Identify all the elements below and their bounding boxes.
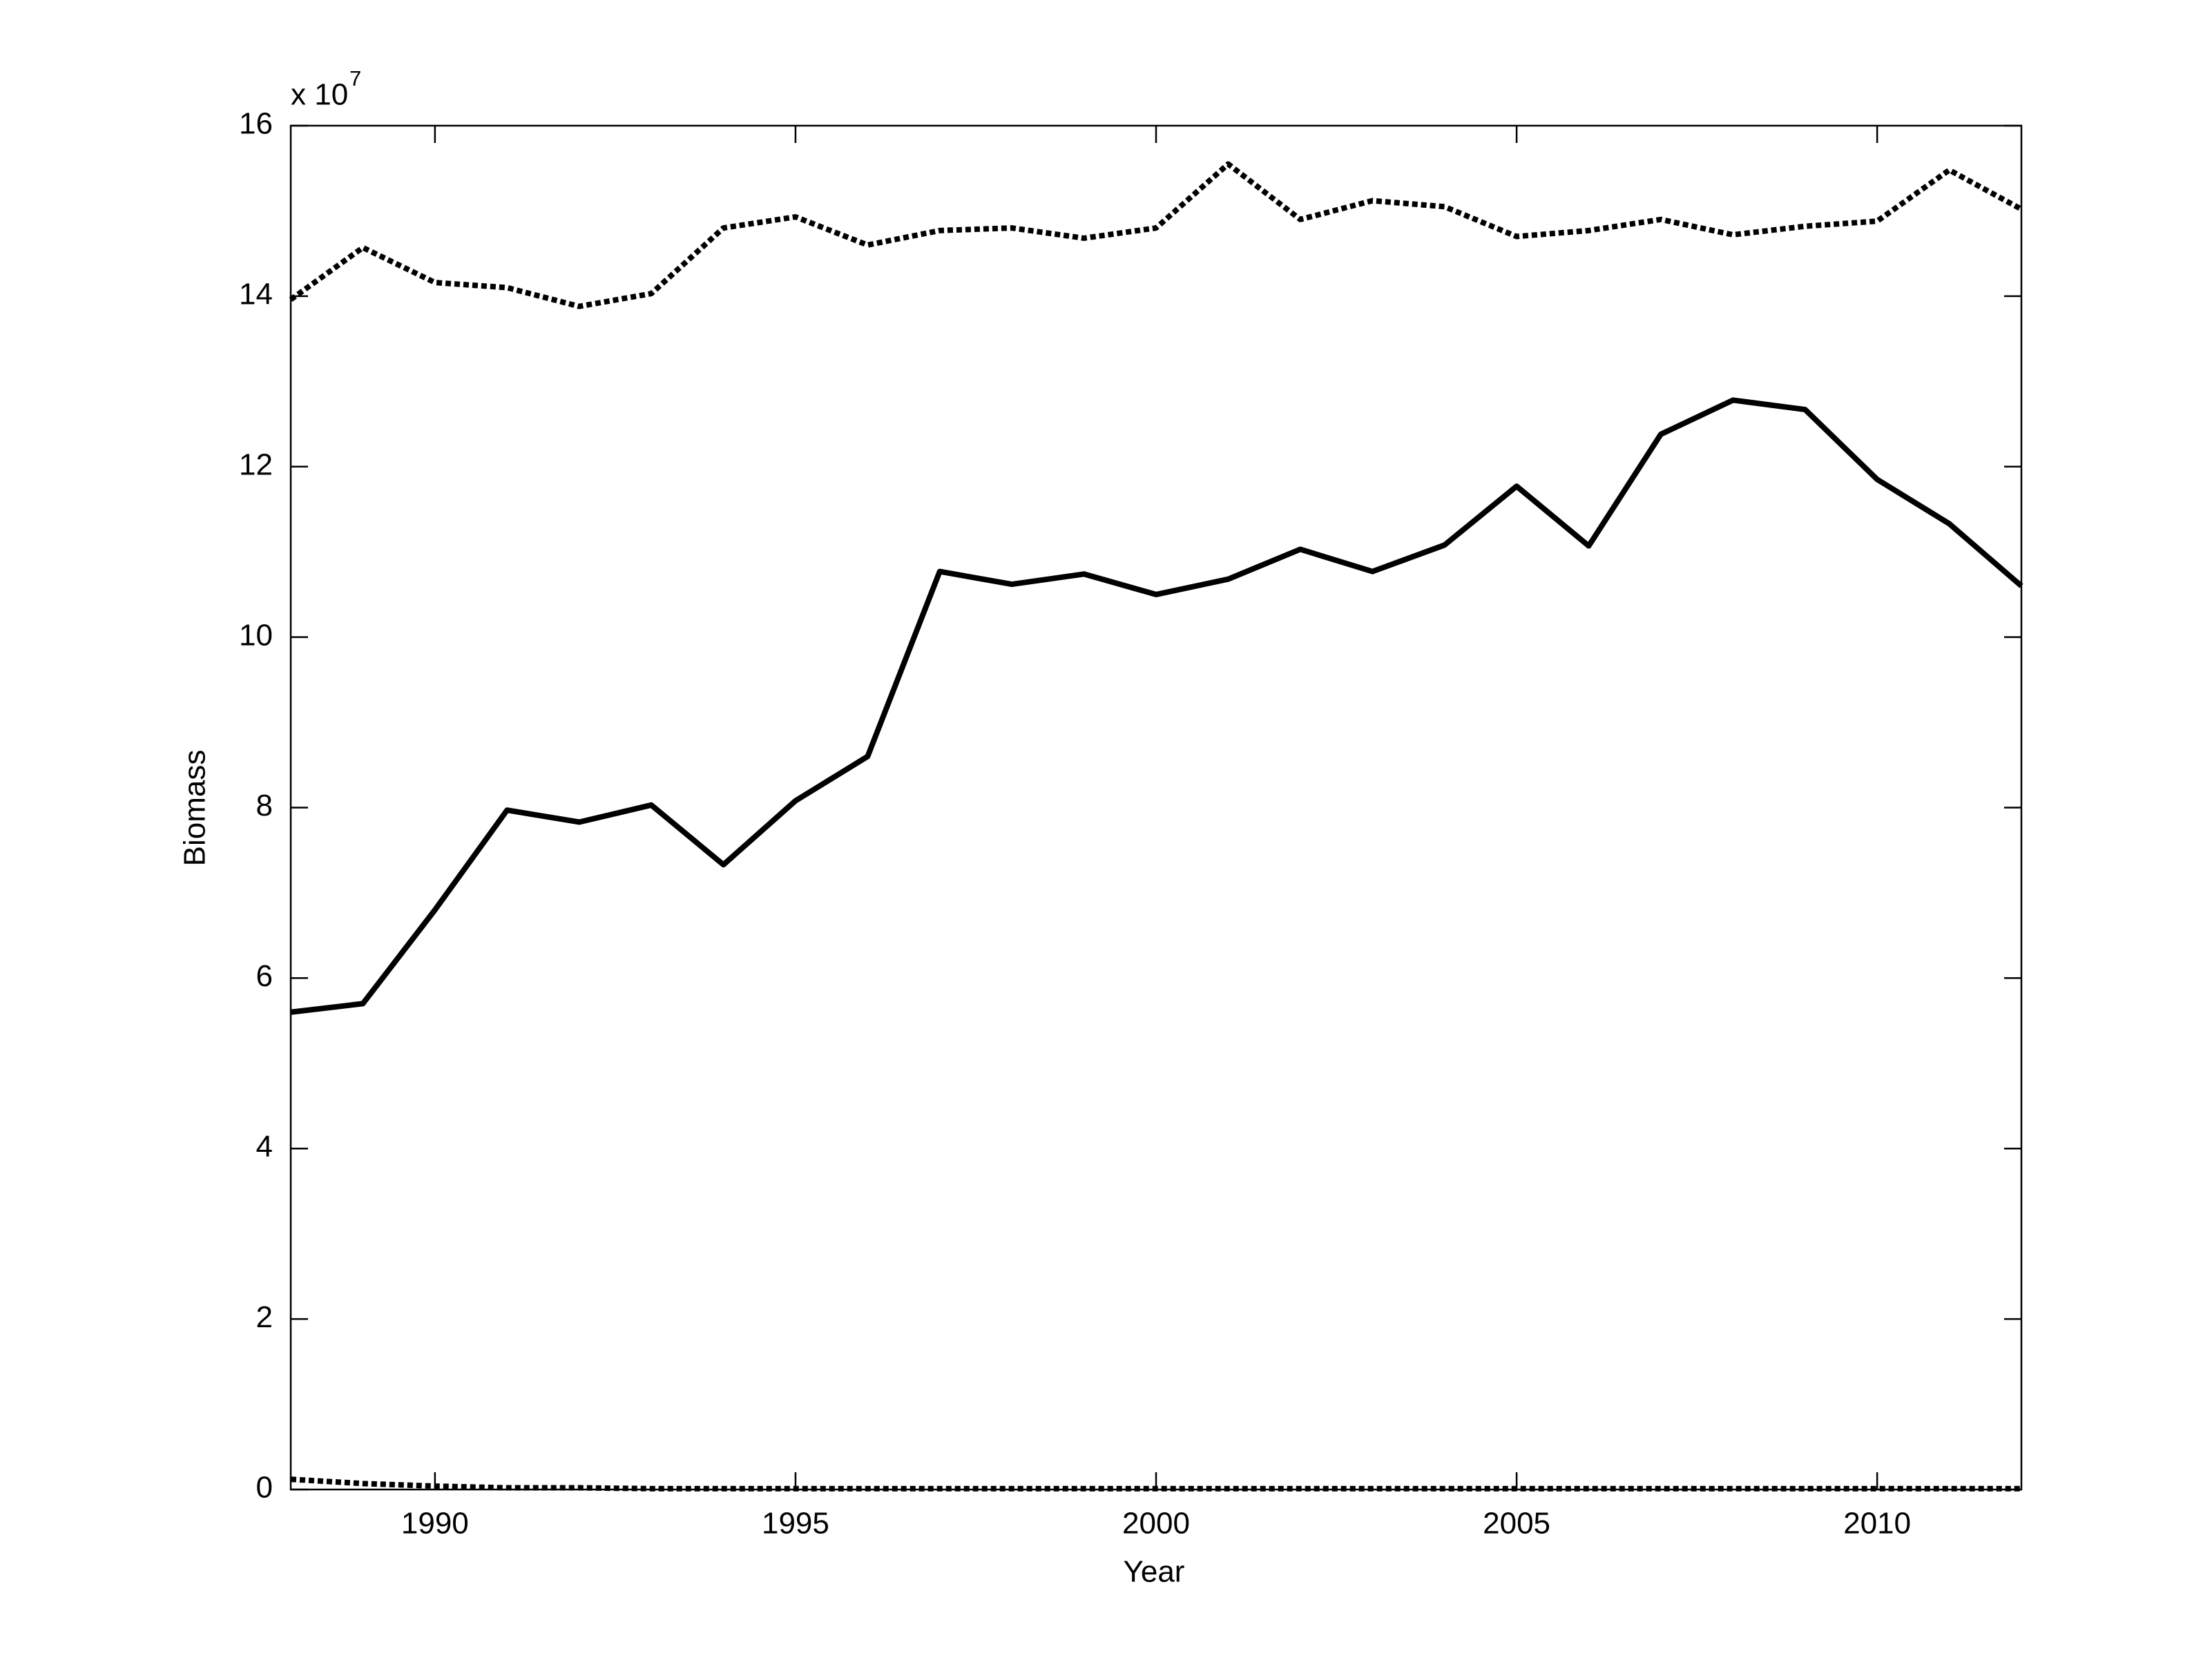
y-tick-label: 12 bbox=[239, 447, 273, 481]
x-tick-label: 2000 bbox=[1122, 1507, 1190, 1541]
x-axis-label: Year bbox=[1124, 1555, 1185, 1589]
x-tick-label: 1995 bbox=[762, 1507, 829, 1541]
y-tick-label: 0 bbox=[256, 1471, 273, 1505]
data-line bbox=[289, 161, 2023, 309]
y-multiplier: x 10 bbox=[291, 78, 348, 112]
x-tick-label: 2010 bbox=[1843, 1507, 1911, 1541]
y-tick-label: 8 bbox=[256, 789, 273, 822]
y-tick-label: 16 bbox=[239, 107, 273, 141]
y-multiplier-exponent: 7 bbox=[349, 66, 361, 90]
x-tick-label: 1990 bbox=[401, 1507, 469, 1541]
y-axis-label: Biomass bbox=[178, 750, 212, 867]
data-line bbox=[290, 397, 2023, 1015]
y-tick-label: 10 bbox=[239, 618, 273, 652]
x-tick-label: 2005 bbox=[1483, 1507, 1550, 1541]
y-tick-label: 14 bbox=[239, 278, 273, 311]
y-tick-label: 6 bbox=[256, 959, 273, 993]
y-tick-label: 4 bbox=[256, 1130, 273, 1164]
y-tick-label: 2 bbox=[256, 1300, 273, 1334]
plot-frame bbox=[289, 124, 2023, 1491]
